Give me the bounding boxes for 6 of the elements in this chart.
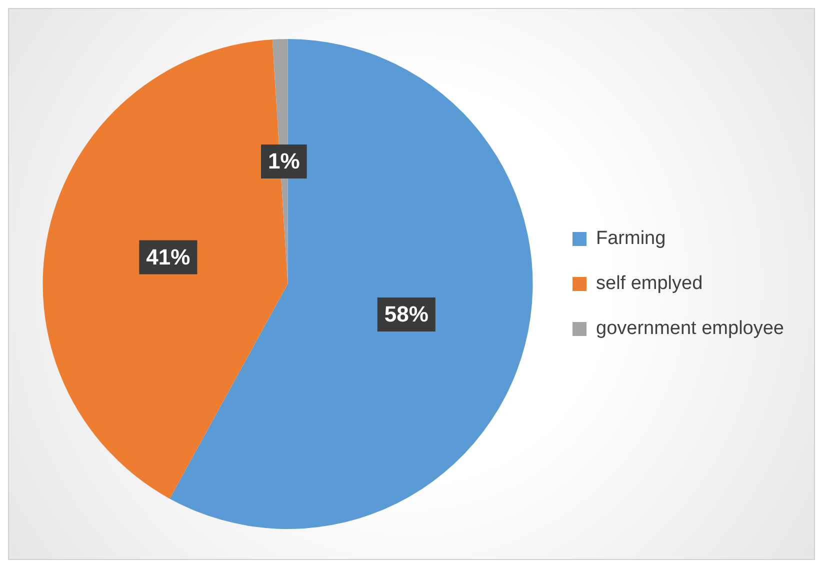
legend-label: government employee [596, 318, 784, 340]
legend-label: Farming [596, 228, 666, 250]
data-label: 58% [384, 302, 428, 327]
data-label: 41% [146, 244, 190, 270]
legend-label: self emplyed [596, 273, 703, 294]
data-label: 1% [268, 148, 300, 174]
